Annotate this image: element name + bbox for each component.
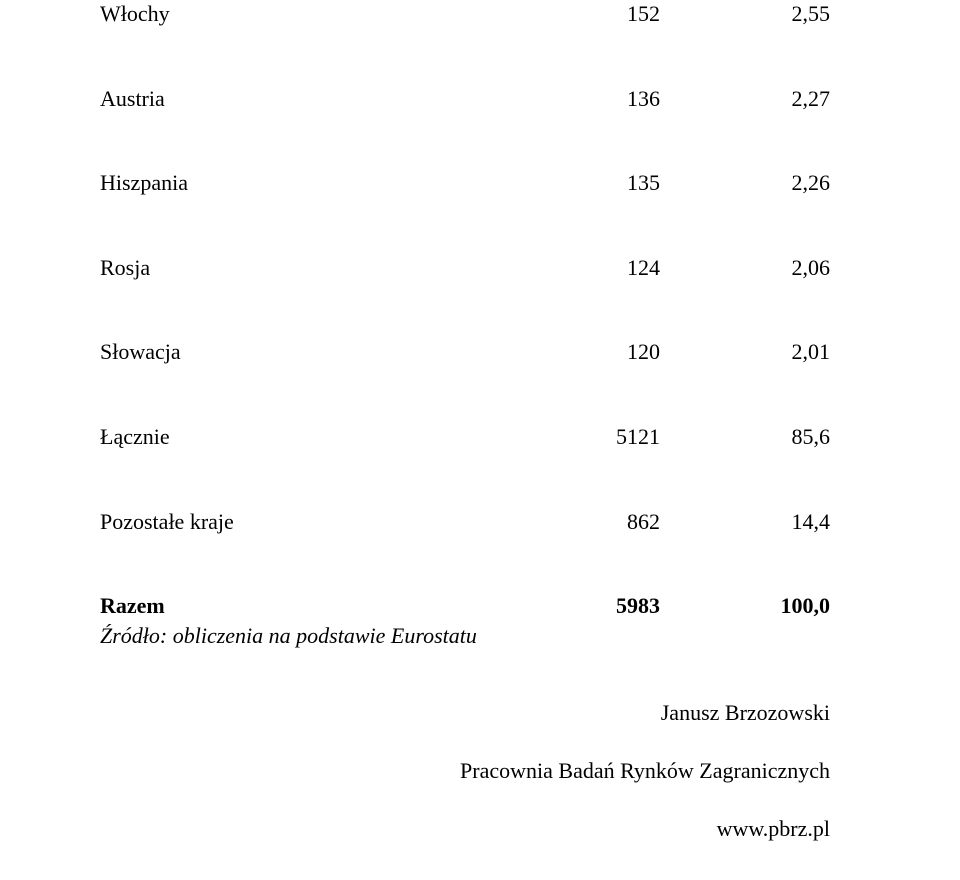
value-2: 14,4 — [670, 508, 830, 537]
table-row: Rosja 124 2,06 — [100, 254, 830, 283]
value-2: 85,6 — [670, 423, 830, 452]
value-2: 2,26 — [670, 169, 830, 198]
table-row: Pozostałe kraje 862 14,4 — [100, 508, 830, 537]
author-url: www.pbrz.pl — [460, 816, 830, 842]
value-1: 862 — [540, 508, 670, 537]
table-row: Słowacja 120 2,01 — [100, 338, 830, 367]
spacer — [100, 282, 830, 338]
author-block: Janusz Brzozowski Pracownia Badań Rynków… — [460, 700, 830, 842]
value-1: 120 — [540, 338, 670, 367]
author-org: Pracownia Badań Rynków Zagranicznych — [460, 758, 830, 784]
spacer — [100, 198, 830, 254]
source-note: Źródło: obliczenia na podstawie Eurostat… — [100, 623, 830, 649]
value-1: 152 — [540, 0, 670, 29]
spacer — [100, 367, 830, 423]
table-row: Austria 136 2,27 — [100, 85, 830, 114]
subtotal-label: Łącznie — [100, 423, 540, 452]
value-2: 2,55 — [670, 0, 830, 29]
country-label: Rosja — [100, 254, 540, 283]
other-label: Pozostałe kraje — [100, 508, 540, 537]
table-row: Hiszpania 135 2,26 — [100, 169, 830, 198]
spacer — [100, 452, 830, 508]
value-2: 2,27 — [670, 85, 830, 114]
total-row: Razem 5983 100,0 — [100, 592, 830, 621]
total-value-1: 5983 — [540, 592, 670, 621]
country-label: Austria — [100, 85, 540, 114]
table-row: Włochy 152 2,55 — [100, 0, 830, 29]
value-1: 124 — [540, 254, 670, 283]
value-1: 135 — [540, 169, 670, 198]
country-label: Słowacja — [100, 338, 540, 367]
total-label: Razem — [100, 592, 540, 621]
value-2: 2,06 — [670, 254, 830, 283]
value-1: 5121 — [540, 423, 670, 452]
country-label: Włochy — [100, 0, 540, 29]
author-name: Janusz Brzozowski — [460, 700, 830, 726]
total-value-2: 100,0 — [670, 592, 830, 621]
spacer — [100, 113, 830, 169]
table-row: Łącznie 5121 85,6 — [100, 423, 830, 452]
spacer — [100, 29, 830, 85]
country-label: Hiszpania — [100, 169, 540, 198]
value-2: 2,01 — [670, 338, 830, 367]
spacer — [100, 536, 830, 592]
value-1: 136 — [540, 85, 670, 114]
